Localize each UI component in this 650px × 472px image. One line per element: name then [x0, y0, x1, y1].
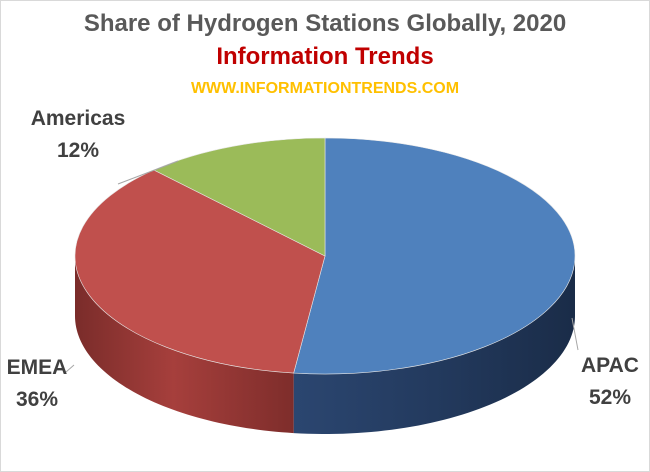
- leader-line-americas: [117, 160, 179, 185]
- slice-apac: [293, 137, 576, 375]
- side-wall-apac: [293, 256, 575, 434]
- data-labels: APAC 52% EMEA 36% Americas 12%: [7, 107, 639, 411]
- website-url: WWW.INFORMATIONTRENDS.COM: [190, 80, 460, 97]
- data-label-apac-name: APAC: [581, 354, 639, 377]
- data-label-emea-value: 36%: [16, 388, 58, 411]
- leader-line-emea: [65, 364, 75, 373]
- data-label-apac-value: 52%: [589, 386, 631, 409]
- data-label-emea-name: EMEA: [7, 356, 68, 379]
- chart-title: Share of Hydrogen Stations Globally, 202…: [83, 10, 567, 37]
- data-label-americas-name: Americas: [31, 107, 126, 130]
- pie-side-walls: [75, 256, 575, 434]
- side-wall-emea: [75, 256, 294, 434]
- slice-emea: [74, 169, 326, 374]
- leader-lines: [65, 160, 579, 373]
- slice-americas: [153, 137, 326, 257]
- chart-subtitle: Information Trends: [216, 43, 434, 70]
- leader-line-apac: [571, 317, 579, 351]
- pie-slices: [74, 137, 576, 375]
- data-label-americas-value: 12%: [57, 139, 99, 162]
